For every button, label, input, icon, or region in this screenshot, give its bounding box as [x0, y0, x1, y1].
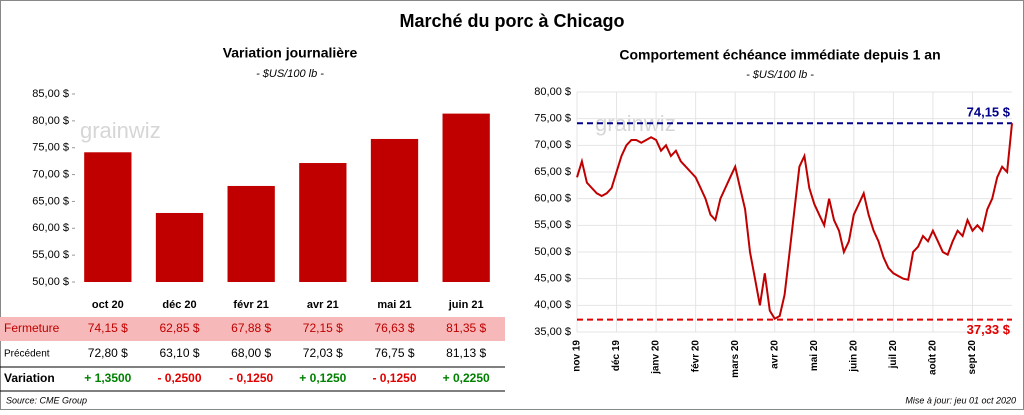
table-cell: 67,88 $ [231, 321, 271, 335]
table-cell: 68,00 $ [231, 346, 271, 360]
chart-subtitle: - $US/100 lb - [746, 69, 814, 81]
x-tick-label: févr 20 [690, 340, 701, 373]
x-tick-label: mars 20 [730, 340, 741, 378]
x-tick-label: mai 20 [809, 340, 820, 372]
row-label: Variation [4, 371, 55, 385]
x-tick-label: avr 20 [769, 340, 780, 369]
x-tick-label: déc 20 [162, 299, 196, 311]
bar [155, 212, 204, 282]
table-cell: - 0,1250 [372, 371, 416, 385]
x-tick-label: janv 20 [651, 340, 662, 375]
bar [442, 113, 490, 282]
y-tick-label: 80,00 $ [32, 115, 69, 127]
bar [227, 185, 275, 282]
table-cell: 72,80 $ [88, 346, 128, 360]
table-cell: 63,10 $ [159, 346, 199, 360]
x-tick-label: juin 20 [848, 340, 859, 373]
bar [84, 152, 132, 282]
bar [370, 138, 419, 282]
reference-label: 37,33 $ [967, 322, 1011, 337]
y-tick-label: 75,00 $ [534, 113, 571, 125]
y-tick-label: 65,00 $ [32, 195, 69, 207]
x-tick-label: mai 21 [377, 299, 411, 311]
y-tick-label: 60,00 $ [32, 222, 69, 234]
source: Source: CME Group [6, 395, 87, 405]
y-tick-label: 75,00 $ [32, 142, 69, 154]
update-date: Mise à jour: jeu 01 oct 2020 [905, 395, 1016, 405]
table-cell: 81,35 $ [446, 321, 486, 335]
table-cell: + 1,3500 [84, 371, 131, 385]
chart-title: Variation journalière [223, 45, 358, 61]
price-line [576, 123, 1013, 321]
row-label: Fermeture [4, 321, 60, 335]
y-tick-label: 70,00 $ [534, 139, 571, 151]
x-tick-label: oct 20 [92, 299, 124, 311]
table-cell: 76,75 $ [374, 346, 414, 360]
y-tick-label: 85,00 $ [32, 88, 69, 100]
table-cell: + 0,1250 [299, 371, 346, 385]
y-tick-label: 55,00 $ [32, 249, 69, 261]
table-cell: + 0,2250 [443, 371, 490, 385]
y-tick-label: 80,00 $ [534, 86, 571, 98]
x-tick-label: déc 19 [611, 340, 622, 372]
x-tick-label: févr 21 [233, 299, 268, 311]
table-cell: - 0,1250 [229, 371, 273, 385]
x-tick-label: juil 20 [888, 340, 899, 370]
y-tick-label: 50,00 $ [32, 276, 69, 288]
y-tick-label: 60,00 $ [534, 193, 571, 205]
table-cell: 81,13 $ [446, 346, 486, 360]
y-tick-label: 50,00 $ [534, 246, 571, 258]
table-cell: 72,15 $ [303, 321, 343, 335]
table-cell: 72,03 $ [303, 346, 343, 360]
watermark: grainwiz [80, 118, 161, 143]
table-cell: - 0,2500 [157, 371, 201, 385]
table-cell: 62,85 $ [159, 321, 199, 335]
y-tick-label: 40,00 $ [534, 299, 571, 311]
x-tick-label: juin 21 [448, 299, 484, 311]
x-tick-label: nov 19 [572, 340, 583, 372]
highlight-row [0, 317, 505, 341]
table-cell: 76,63 $ [374, 321, 414, 335]
y-tick-label: 70,00 $ [32, 168, 69, 180]
y-tick-label: 45,00 $ [534, 273, 571, 285]
y-tick-label: 35,00 $ [534, 326, 571, 338]
reference-label: 74,15 $ [967, 105, 1011, 120]
x-tick-label: avr 21 [307, 299, 339, 311]
bar [299, 163, 347, 282]
table-cell: 74,15 $ [88, 321, 128, 335]
y-tick-label: 55,00 $ [534, 219, 571, 231]
x-tick-label: sept 20 [967, 340, 978, 375]
row-label: Précédent [4, 349, 50, 360]
y-tick-label: 65,00 $ [534, 166, 571, 178]
chart-title: Comportement échéance immédiate depuis 1… [619, 47, 940, 63]
chart-subtitle: - $US/100 lb - [256, 68, 324, 80]
x-tick-label: août 20 [928, 340, 939, 375]
page-title: Marché du porc à Chicago [399, 11, 624, 31]
